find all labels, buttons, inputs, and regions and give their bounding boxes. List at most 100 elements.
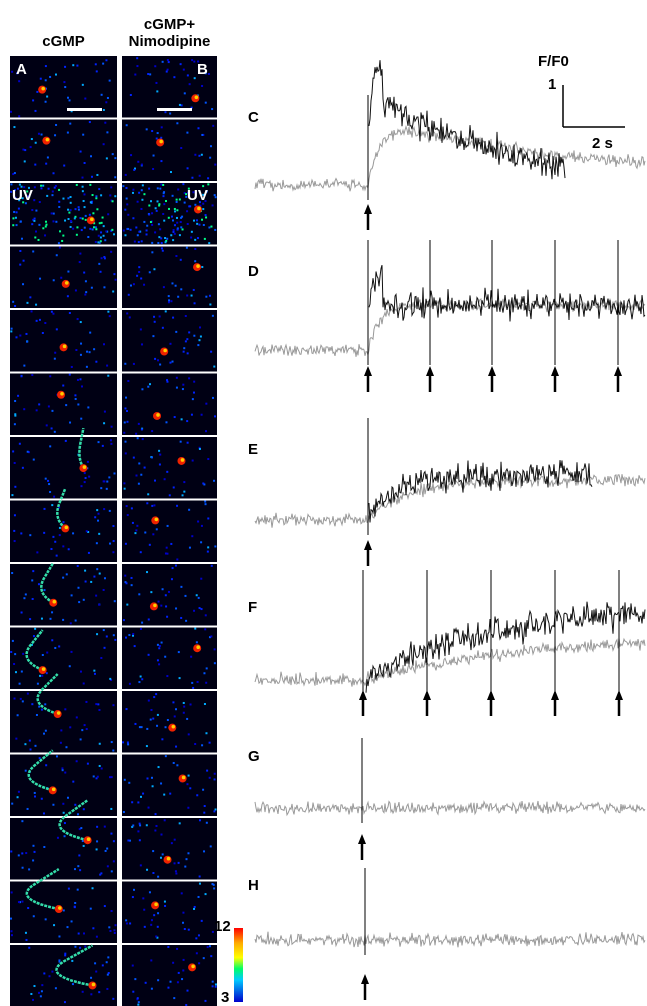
noise-pixel <box>57 242 60 245</box>
arrow-head <box>359 690 367 700</box>
noise-pixel <box>210 955 213 958</box>
noise-pixel <box>108 926 111 929</box>
noise-pixel <box>103 343 106 346</box>
noise-pixel <box>132 283 135 286</box>
noise-pixel <box>194 203 197 206</box>
noise-pixel <box>37 132 40 135</box>
noise-pixel <box>203 703 206 706</box>
noise-pixel <box>45 672 48 675</box>
cell-core <box>196 645 200 650</box>
noise-pixel <box>211 883 214 886</box>
noise-pixel <box>167 295 170 298</box>
noise-pixel <box>154 829 157 832</box>
noise-pixel <box>166 380 169 383</box>
noise-pixel <box>154 357 157 360</box>
noise-pixel <box>64 86 67 89</box>
noise-pixel <box>80 485 83 488</box>
noise-pixel <box>180 104 183 107</box>
noise-pixel <box>90 286 93 289</box>
noise-pixel <box>26 190 29 193</box>
noise-pixel <box>205 190 208 193</box>
noise-pixel <box>93 672 96 675</box>
noise-pixel <box>77 932 80 935</box>
noise-pixel <box>108 476 111 479</box>
cell-core <box>64 525 69 530</box>
noise-pixel <box>44 79 47 82</box>
noise-pixel <box>125 922 128 925</box>
noise-pixel <box>186 74 189 77</box>
noise-pixel <box>162 192 165 195</box>
noise-pixel <box>134 722 137 725</box>
noise-pixel <box>183 347 186 350</box>
noise-pixel <box>103 508 106 511</box>
noise-pixel <box>100 93 103 96</box>
flagellum <box>56 487 67 530</box>
noise-pixel <box>196 680 199 683</box>
noise-pixel <box>206 769 209 772</box>
noise-pixel <box>156 925 159 928</box>
noise-pixel <box>96 825 99 828</box>
noise-pixel <box>28 195 31 198</box>
noise-pixel <box>185 1004 188 1006</box>
noise-pixel <box>86 460 89 463</box>
noise-pixel <box>192 219 195 222</box>
noise-pixel <box>12 224 15 227</box>
noise-pixel <box>205 821 208 824</box>
noise-pixel <box>204 72 207 75</box>
noise-pixel <box>110 186 113 189</box>
noise-pixel <box>197 127 200 130</box>
response-trace <box>368 460 593 523</box>
image-panel <box>122 373 217 435</box>
noise-pixel <box>164 904 167 907</box>
noise-pixel <box>83 472 86 475</box>
noise-pixel <box>198 339 201 342</box>
noise-pixel <box>76 378 79 381</box>
noise-pixel <box>187 774 190 777</box>
noise-pixel <box>203 850 206 853</box>
noise-pixel <box>172 230 175 233</box>
noise-pixel <box>176 504 179 507</box>
noise-pixel <box>160 782 163 785</box>
cell-core <box>159 139 163 144</box>
noise-pixel <box>110 199 113 202</box>
flagellum <box>36 673 59 716</box>
noise-pixel <box>139 627 142 630</box>
noise-pixel <box>43 589 46 592</box>
control-trace <box>254 473 646 528</box>
noise-pixel <box>172 239 175 242</box>
image-panel <box>122 881 217 943</box>
noise-pixel <box>199 204 202 207</box>
noise-pixel <box>62 802 65 805</box>
noise-pixel <box>87 551 90 554</box>
noise-pixel <box>200 577 203 580</box>
noise-pixel <box>143 283 146 286</box>
noise-pixel <box>95 777 98 780</box>
noise-pixel <box>175 607 178 610</box>
noise-pixel <box>105 157 108 160</box>
noise-pixel <box>209 845 212 848</box>
noise-pixel <box>140 207 143 210</box>
noise-pixel <box>126 203 129 206</box>
noise-pixel <box>184 865 187 868</box>
noise-pixel <box>167 216 170 219</box>
noise-pixel <box>105 961 108 964</box>
noise-pixel <box>129 93 132 96</box>
noise-pixel <box>187 187 190 190</box>
noise-pixel <box>11 494 14 497</box>
flagellum <box>55 944 94 987</box>
noise-pixel <box>186 167 189 170</box>
noise-pixel <box>114 195 117 198</box>
noise-pixel <box>165 605 168 608</box>
noise-pixel <box>81 83 84 86</box>
noise-pixel <box>152 167 155 170</box>
noise-pixel <box>188 83 191 86</box>
noise-pixel <box>34 163 37 166</box>
noise-pixel <box>128 682 131 685</box>
noise-pixel <box>161 738 164 741</box>
arrow-head <box>426 366 434 376</box>
noise-pixel <box>151 251 154 254</box>
noise-pixel <box>188 546 191 549</box>
noise-pixel <box>15 336 18 339</box>
noise-pixel <box>169 342 172 345</box>
noise-pixel <box>40 797 43 800</box>
